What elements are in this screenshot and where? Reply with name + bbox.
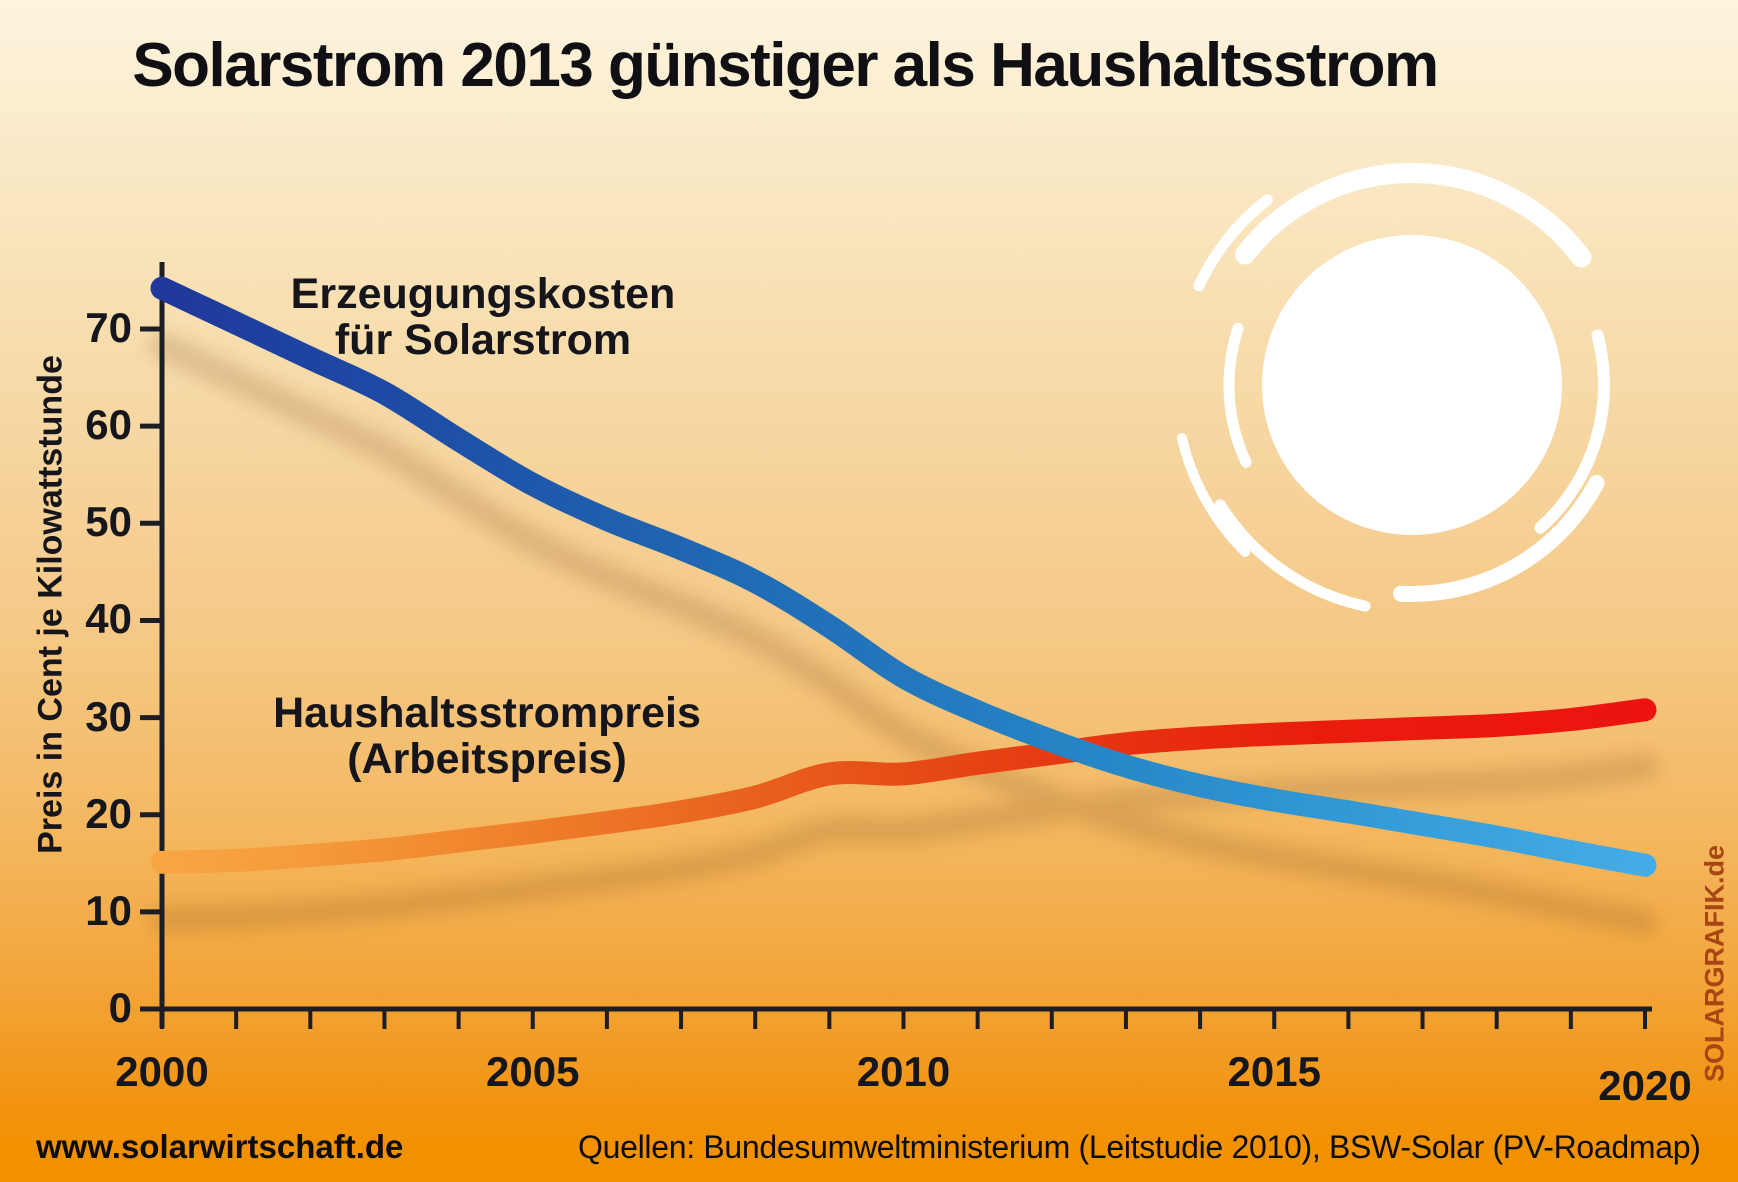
sun-ray-arc-6: [1214, 499, 1371, 612]
sun-ray-arc-4: [1534, 329, 1610, 534]
sun-disk: [1262, 235, 1562, 535]
y-tick-label-60: 60: [85, 401, 132, 449]
sun-ray-arc-5: [1393, 475, 1605, 602]
x-tick-label-2015: 2015: [1227, 1048, 1321, 1095]
y-tick-label-10: 10: [85, 886, 132, 934]
x-tick-label-2000: 2000: [115, 1048, 209, 1095]
y-tick-label-40: 40: [85, 595, 132, 643]
y-tick-label-70: 70: [85, 304, 132, 352]
x-tick-label-2010: 2010: [856, 1048, 951, 1095]
data-lines: [150, 276, 1657, 877]
sun-ray-arc-3: [1177, 433, 1251, 557]
series-shadow-0: [149, 753, 1658, 933]
y-tick-label-50: 50: [85, 498, 132, 546]
sun-icon: [1177, 163, 1610, 612]
legend-solar-line-2: für Solarstrom: [334, 315, 632, 364]
y-tick-label-20: 20: [85, 789, 132, 837]
household-price-line: [150, 698, 1657, 874]
legend-solar-line: Erzeugungskosten für Solarstrom: [183, 270, 783, 364]
sources-text: Quellen: Bundesumweltministerium (Leitst…: [578, 1129, 1701, 1165]
solar-cost-line: [150, 276, 1657, 877]
series-shadow-1: [149, 332, 1658, 936]
axes: [140, 262, 1652, 1029]
legend-household-line-2: (Arbeitspreis): [347, 734, 627, 783]
chart-title: Solarstrom 2013 günstiger als Haushaltss…: [132, 31, 1439, 100]
line-shadows: [149, 332, 1658, 936]
legend-household-line-1: Haushaltsstrompreis: [273, 689, 701, 737]
website-link[interactable]: www.solarwirtschaft.de: [36, 1128, 404, 1165]
y-tick-label-30: 30: [85, 692, 132, 740]
sun-ray-arc-2: [1223, 322, 1252, 468]
y-tick-label-0: 0: [108, 984, 132, 1031]
sun-ray-arc-1: [1193, 194, 1273, 292]
credit-vertical-text: SOLARGRAFIK.de: [1699, 845, 1730, 1083]
x-tick-label-2020: 2020: [1598, 1062, 1692, 1109]
x-tick-label-2005: 2005: [486, 1048, 580, 1095]
legend-solar-line-1: Erzeugungskosten: [290, 270, 676, 318]
sun-ray-arc-0: [1234, 163, 1592, 268]
legend-household-line: Haushaltsstrompreis (Arbeitspreis): [187, 689, 787, 783]
